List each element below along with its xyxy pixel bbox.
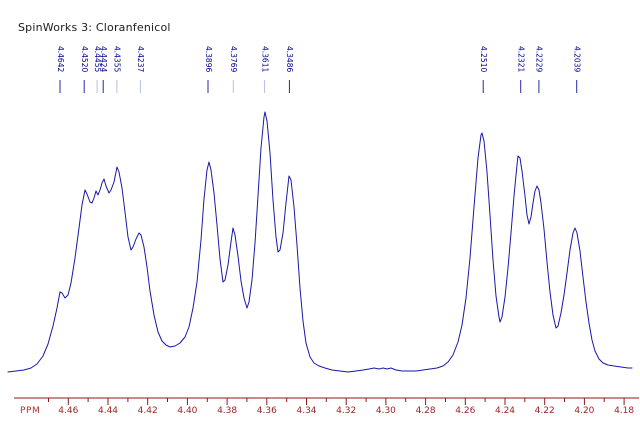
axis-tick-label: 4.18: [614, 406, 635, 416]
axis-tick-label: 4.44: [97, 406, 119, 416]
axis-tick-label: 4.28: [415, 406, 436, 416]
peak-label: 4.2039: [572, 46, 582, 73]
peak-label: 4.3611: [260, 46, 270, 73]
axis-tick-label: 4.30: [375, 406, 396, 416]
spectrum-trace: [7, 111, 633, 373]
peak-label: 4.2510: [478, 46, 488, 73]
peak-label: 4.3896: [203, 46, 213, 73]
peak-label: 4.2321: [516, 46, 526, 73]
axis-tick-label: 4.38: [217, 406, 238, 416]
peak-label: 4.4455: [92, 46, 102, 73]
peak-label: 4.4355: [112, 46, 122, 73]
axis-unit-label: PPM: [20, 406, 41, 416]
axis-tick-label: 4.20: [574, 406, 595, 416]
axis-tick-label: 4.26: [455, 406, 476, 416]
peak-label: 4.4642: [55, 46, 65, 73]
axis-tick-label: 4.32: [336, 406, 357, 416]
peak-label: 4.4424: [98, 46, 108, 73]
axis-tick-label: 4.34: [296, 406, 317, 416]
axis-tick-label: 4.36: [256, 406, 277, 416]
axis-tick-label: 4.46: [58, 406, 79, 416]
peak-label: 4.3769: [229, 46, 239, 73]
page-title: SpinWorks 3: Cloranfenicol: [18, 21, 171, 34]
peak-label: 4.4520: [79, 46, 89, 73]
axis-tick-label: 4.22: [534, 406, 555, 416]
axis-tick-label: 4.42: [137, 406, 158, 416]
axis-tick-label: 4.40: [177, 406, 198, 416]
peak-label: 4.2229: [534, 46, 544, 73]
axis-tick-label: 4.24: [494, 406, 516, 416]
peak-label: 4.4237: [136, 46, 146, 73]
peak-label: 4.3486: [285, 46, 295, 73]
